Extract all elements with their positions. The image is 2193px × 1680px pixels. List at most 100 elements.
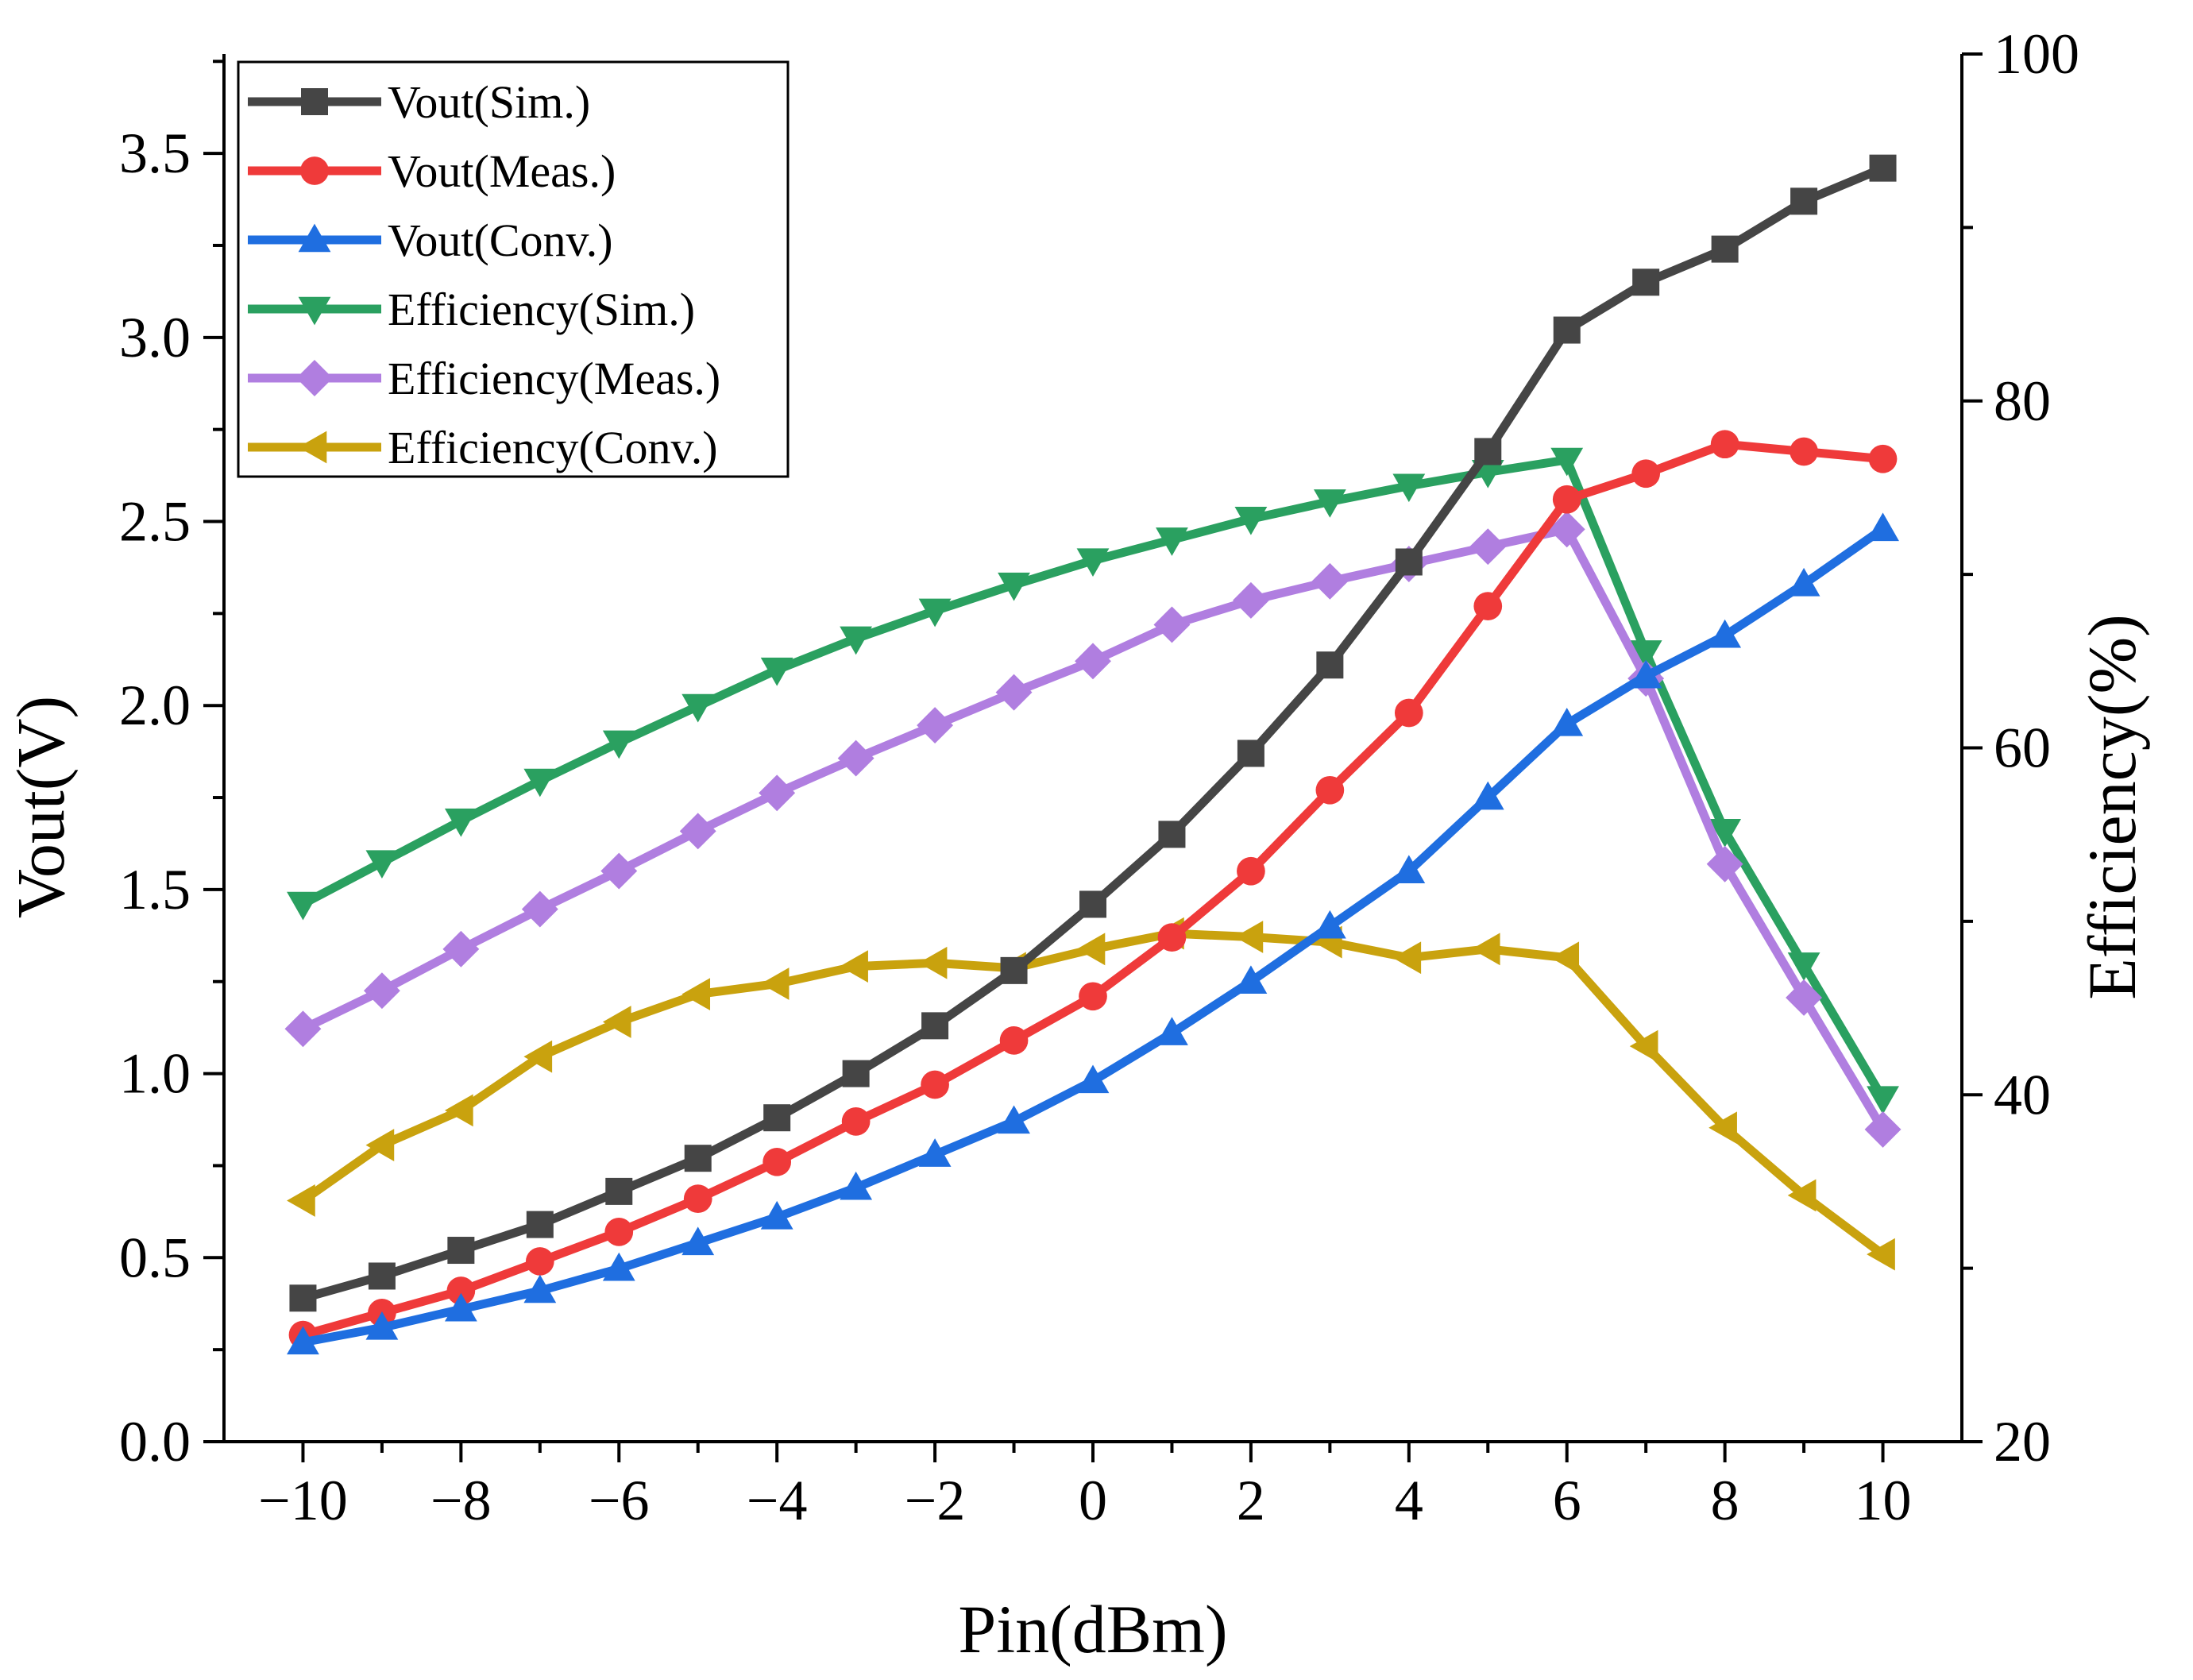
data-point [1471, 781, 1504, 810]
data-point [1867, 1086, 1899, 1115]
data-point [1550, 941, 1580, 975]
data-point [840, 1171, 873, 1200]
data-point [1710, 430, 1739, 459]
data-point [1474, 438, 1502, 465]
data-point [1076, 933, 1106, 966]
data-point [760, 967, 790, 1000]
data-point [1552, 485, 1581, 514]
data-point [1237, 856, 1265, 886]
data-point [1158, 821, 1186, 848]
data-point [287, 891, 319, 921]
data-point [1315, 775, 1345, 805]
y-tick-label: 2.5 [119, 490, 191, 554]
data-point [1550, 447, 1584, 477]
data-point [287, 1326, 319, 1355]
data-point [365, 1311, 399, 1340]
data-point [1156, 527, 1188, 556]
data-point [1864, 1110, 1902, 1148]
legend-marker [298, 223, 331, 253]
data-point [444, 1094, 473, 1127]
legend-label: Efficiency(Sim.) [388, 284, 695, 335]
data-point [1711, 235, 1739, 263]
data-point [1313, 489, 1346, 518]
data-point [1153, 606, 1191, 643]
data-point [1868, 444, 1898, 473]
data-point [998, 572, 1030, 601]
data-point [1787, 567, 1820, 597]
y-tick-label: 1.5 [119, 858, 191, 921]
data-point [763, 1147, 792, 1176]
data-point [837, 740, 874, 777]
data-point [999, 1026, 1029, 1055]
data-point [605, 1177, 633, 1205]
data-point [918, 946, 948, 979]
data-point [917, 707, 954, 744]
data-point [1708, 819, 1742, 848]
data-point [523, 768, 557, 798]
data-point [602, 1252, 635, 1281]
x-tick-label: −10 [258, 1469, 348, 1532]
data-point [1311, 562, 1349, 600]
data-point [1392, 473, 1426, 503]
data-point [604, 1218, 634, 1246]
legend-marker [298, 296, 331, 326]
data-point [1473, 592, 1503, 620]
data-point [1631, 459, 1661, 489]
y2-tick-label: 20 [1994, 1410, 2051, 1473]
data-point [444, 808, 477, 837]
data-point [1706, 845, 1743, 882]
legend-label: Vout(Sim.) [388, 76, 590, 128]
data-point [1316, 651, 1344, 679]
data-point [1000, 956, 1028, 984]
axes: −10 −8 −6 −4 −2 0 2 4 6 8 10 0.0 0.5 1.0 1.5 2.0 2.5 3.0 3… [119, 22, 2079, 1532]
legend-box [237, 60, 790, 478]
data-point [600, 852, 638, 890]
data-point [523, 1274, 557, 1303]
data-point [1234, 965, 1268, 994]
data-point [287, 1184, 315, 1217]
y2-tick-label: 40 [1994, 1063, 2051, 1126]
data-point [1471, 933, 1500, 966]
data-point [760, 657, 793, 686]
data-point [289, 1284, 317, 1312]
x-tick-label: 10 [1855, 1469, 1912, 1532]
data-point [1790, 187, 1818, 215]
legend-marker [301, 88, 328, 115]
data-point [998, 1105, 1030, 1134]
data-point [1079, 890, 1106, 918]
data-point [1392, 855, 1426, 884]
data-point [1075, 643, 1111, 680]
data-point [523, 1040, 553, 1073]
x-tick-label: 8 [1711, 1469, 1739, 1532]
data-point [1708, 1111, 1737, 1145]
data-point [521, 890, 558, 928]
y2-axis-title: Efficiency(%) [2074, 614, 2150, 999]
data-point [1076, 1064, 1110, 1094]
legend-marker [300, 156, 329, 185]
data-point [602, 730, 635, 759]
data-point [1867, 512, 1899, 542]
data-point [365, 1129, 395, 1161]
data-point [995, 674, 1033, 711]
data-point [446, 1276, 476, 1305]
data-point [1553, 316, 1581, 344]
data-point [1867, 1238, 1895, 1271]
legend-label: Vout(Meas.) [388, 145, 616, 197]
data-point [921, 1012, 949, 1040]
data-point [1548, 511, 1585, 548]
data-point [442, 930, 480, 967]
legend-label: Vout(Conv.) [388, 214, 613, 266]
data-point [365, 850, 399, 879]
data-point [1395, 548, 1423, 576]
x-tick-label: −4 [747, 1469, 808, 1532]
data-point [1237, 740, 1264, 767]
x-tick-label: −6 [589, 1469, 650, 1532]
data-point [1869, 154, 1897, 182]
data-point [1394, 698, 1423, 728]
data-point [284, 1010, 322, 1048]
y-tick-label: 3.5 [119, 122, 191, 185]
x-tick-label: −2 [905, 1469, 966, 1532]
series-Vout(Sim.) [289, 154, 1897, 1312]
data-point [681, 1226, 715, 1256]
